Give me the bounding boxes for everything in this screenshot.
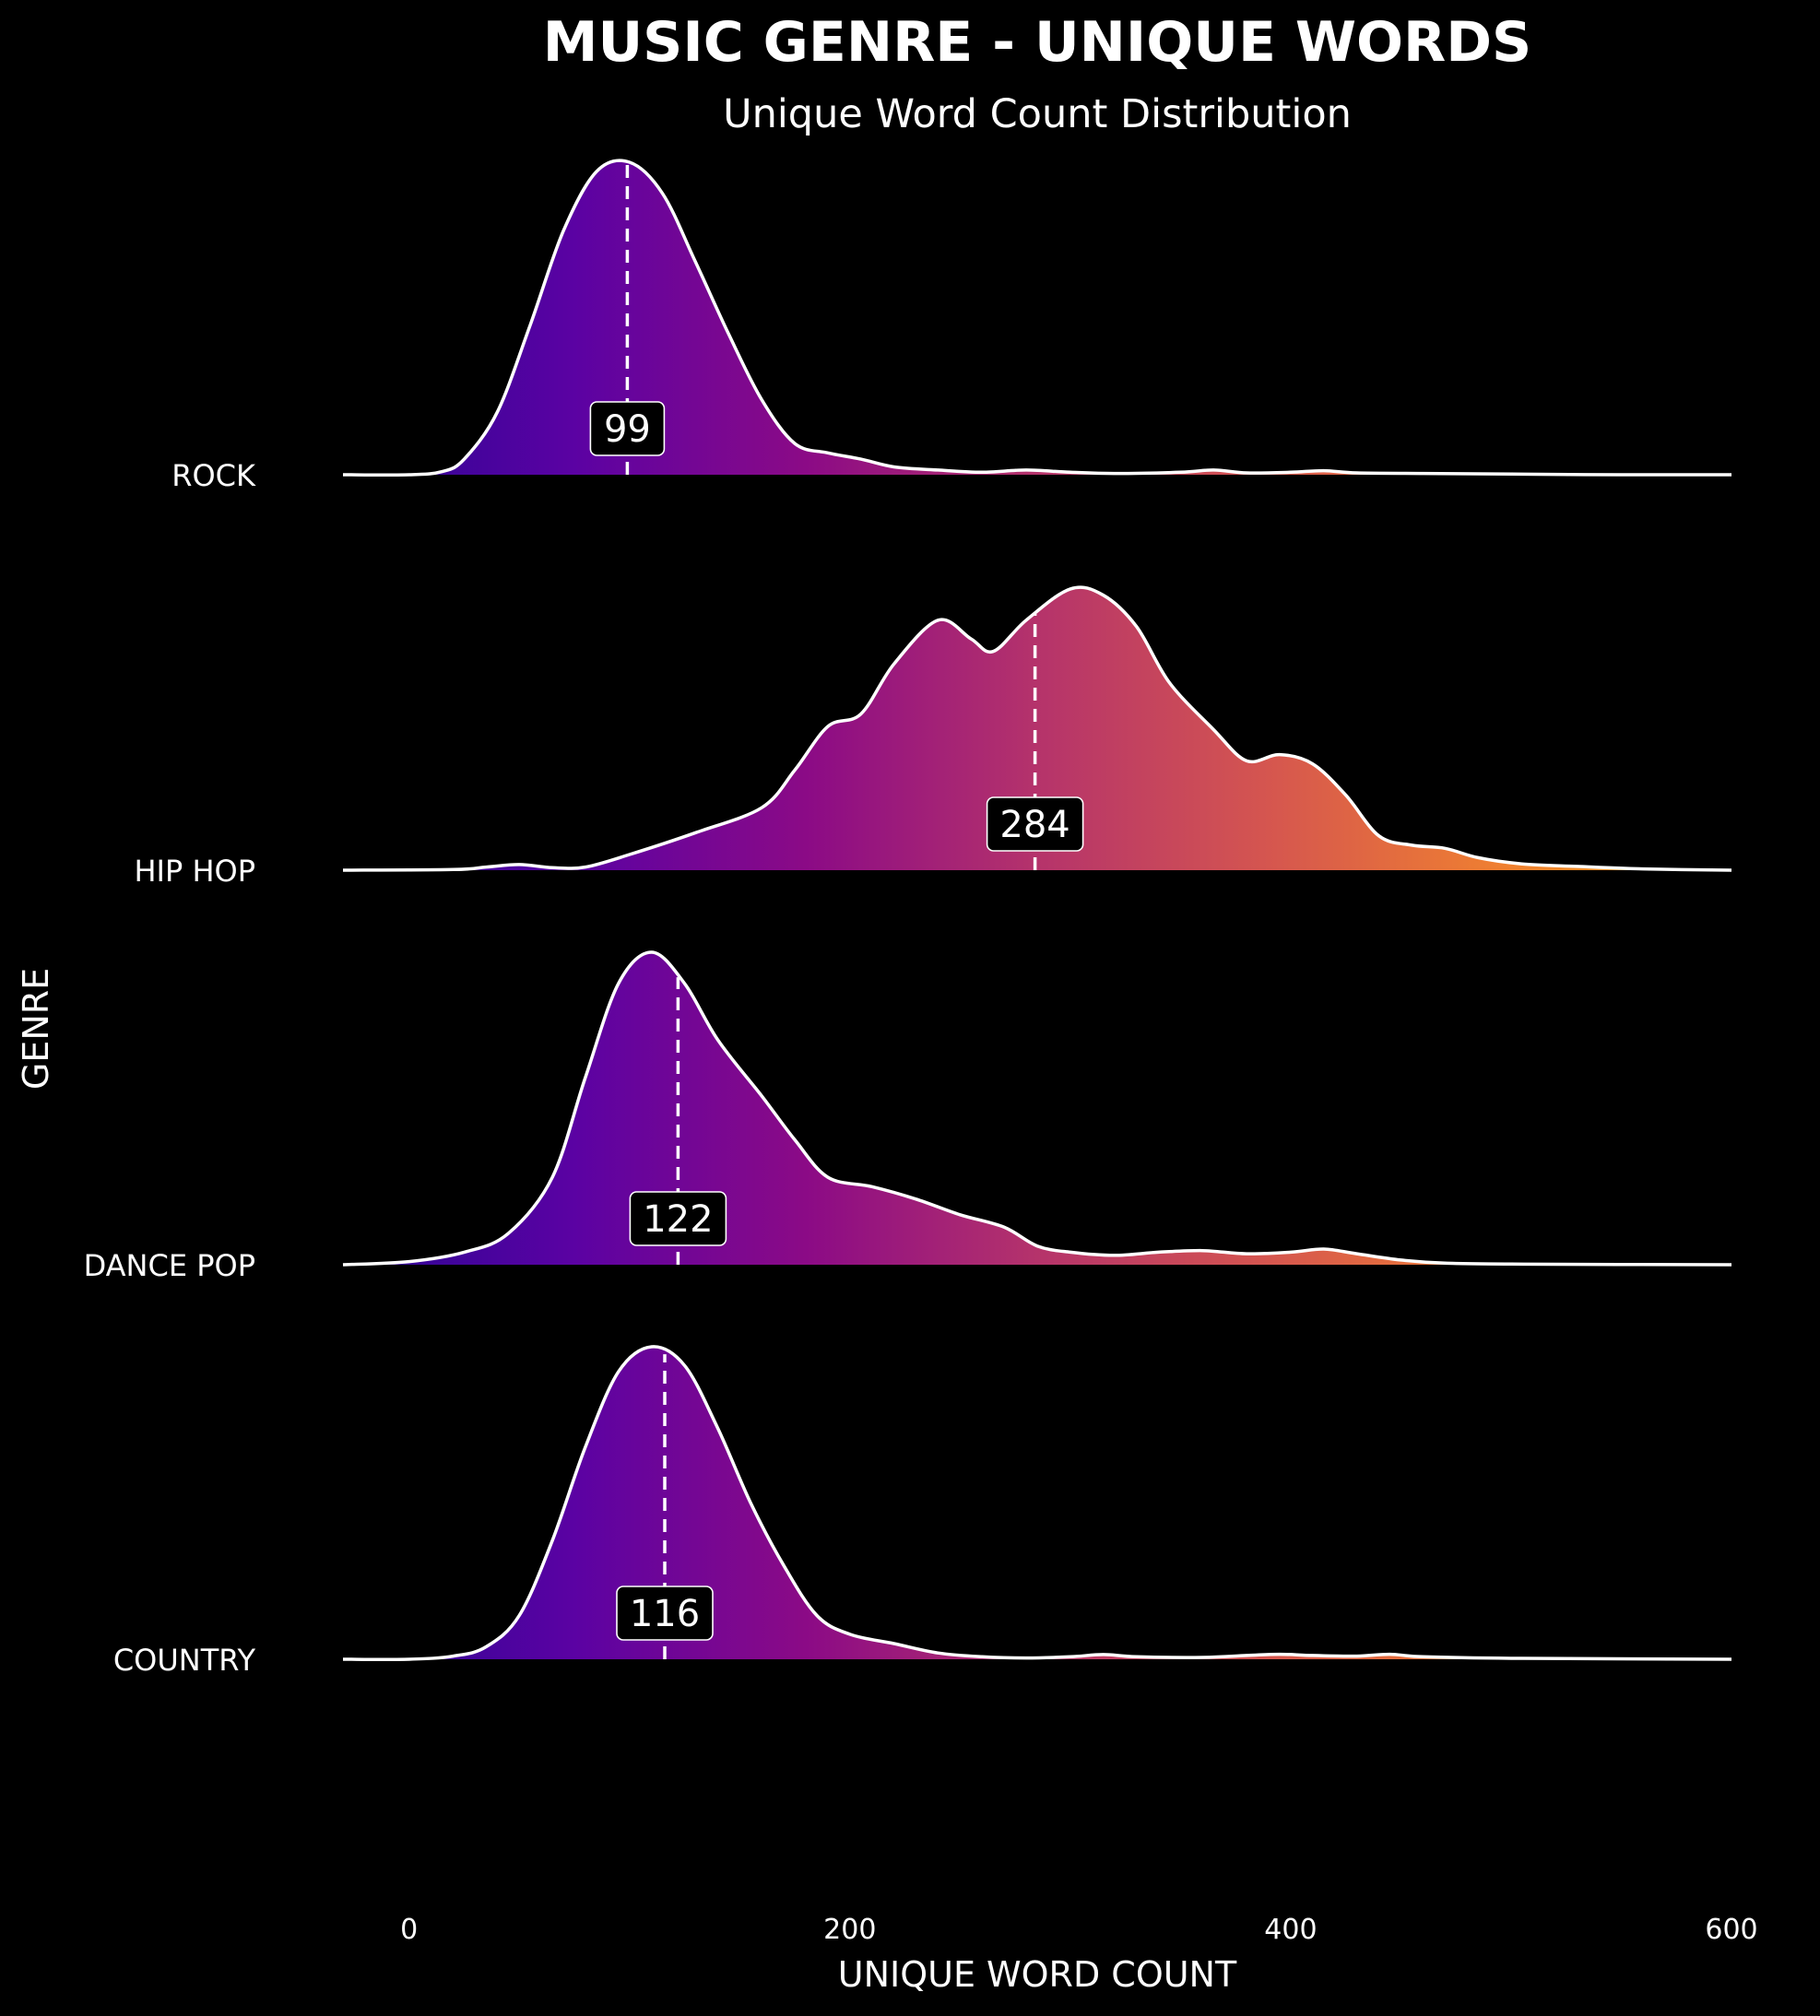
x-tick-label: 400 xyxy=(1264,1914,1317,1946)
ridge-area-hip-hop xyxy=(343,587,1731,870)
chart-subtitle: Unique Word Count Distribution xyxy=(723,91,1352,137)
median-label-country: 116 xyxy=(630,1593,700,1635)
ridge-outline-dance-pop xyxy=(342,950,1732,1267)
chart-title: MUSIC GENRE - UNIQUE WORDS xyxy=(543,10,1531,75)
x-tick-label: 600 xyxy=(1705,1914,1757,1946)
y-tick-label-country: COUNTRY xyxy=(113,1643,256,1678)
ridge-country: 116 xyxy=(342,1345,1732,1662)
x-axis-title: UNIQUE WORD COUNT xyxy=(838,1954,1237,1995)
ridge-outline-rock xyxy=(342,159,1732,477)
ridges-group: 99 284 122 116 xyxy=(342,159,1732,1662)
ridge-area-country xyxy=(343,1346,1731,1660)
ridge-outline-country xyxy=(342,1345,1732,1662)
median-label-box-dance-pop xyxy=(629,1191,727,1246)
x-tick-label: 200 xyxy=(823,1914,876,1946)
median-label-rock: 99 xyxy=(604,408,651,451)
x-axis-ticks: 0 200 400 600 xyxy=(400,1914,1757,1946)
median-label-box-country xyxy=(616,1586,714,1641)
ridge-area-dance-pop xyxy=(343,952,1731,1265)
ridge-hip-hop: 284 xyxy=(342,585,1732,872)
y-axis-title: GENRE xyxy=(16,968,56,1090)
y-axis-labels: ROCK HIP HOP DANCE POP COUNTRY xyxy=(84,458,256,1678)
y-tick-label-dance-pop: DANCE POP xyxy=(84,1248,255,1283)
x-tick-label: 0 xyxy=(400,1914,418,1946)
ridge-outline-hip-hop xyxy=(342,585,1732,872)
median-label-box-hip-hop xyxy=(986,796,1084,852)
ridge-rock: 99 xyxy=(342,159,1732,477)
median-label-hip-hop: 284 xyxy=(999,804,1070,846)
median-label-box-rock xyxy=(589,401,666,456)
median-label-dance-pop: 122 xyxy=(643,1198,713,1241)
ridge-dance-pop: 122 xyxy=(342,950,1732,1267)
y-tick-label-hip-hop: HIP HOP xyxy=(134,854,255,889)
y-tick-label-rock: ROCK xyxy=(171,458,256,493)
ridge-area-rock xyxy=(343,160,1731,476)
